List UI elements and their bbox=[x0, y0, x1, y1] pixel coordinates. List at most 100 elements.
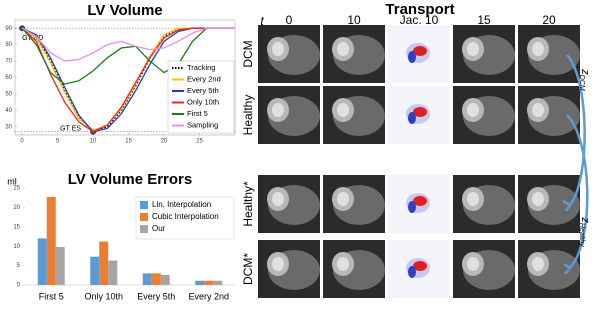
jacobian-blob bbox=[413, 107, 427, 117]
arrow-label-sub: Healthy bbox=[578, 223, 585, 247]
jacobian-blob bbox=[408, 266, 416, 278]
image-tissue bbox=[272, 257, 284, 271]
y-tick-label: 80 bbox=[5, 42, 12, 48]
annotation: GT ES bbox=[60, 126, 81, 133]
image-tissue bbox=[532, 192, 544, 206]
jacobian-blob bbox=[408, 201, 416, 213]
row-label: DCM* bbox=[241, 253, 255, 285]
legend-label: Cubic Interpolation bbox=[152, 212, 219, 221]
x-tick-label: Every 2nd bbox=[188, 291, 229, 301]
y-tick-label: 5 bbox=[17, 263, 21, 269]
image-tissue bbox=[337, 257, 349, 271]
y-tick-label: 25 bbox=[13, 186, 20, 192]
column-label: 20 bbox=[542, 13, 556, 27]
y-tick-label: 10 bbox=[13, 244, 20, 250]
y-tick-label: 0 bbox=[17, 283, 21, 289]
bar bbox=[55, 246, 65, 285]
legend-label: Lin. Interpolation bbox=[152, 200, 211, 209]
bar-title: LV Volume Errors bbox=[68, 171, 192, 188]
x-tick-label: First 5 bbox=[39, 291, 64, 301]
image-tissue bbox=[467, 42, 479, 56]
row-label: Healthy* bbox=[241, 181, 255, 227]
bar bbox=[142, 273, 152, 285]
legend-label: Sampling bbox=[187, 120, 218, 129]
legend-label: Every 5th bbox=[187, 86, 219, 95]
y-tick-label: 40 bbox=[5, 108, 12, 114]
jacobian-blob bbox=[413, 46, 427, 56]
image-tissue bbox=[467, 257, 479, 271]
bar bbox=[46, 196, 56, 285]
image-tissue bbox=[532, 257, 544, 271]
bar bbox=[37, 238, 47, 285]
x-tick-label: 15 bbox=[125, 139, 132, 145]
image-tissue bbox=[467, 192, 479, 206]
series-line bbox=[21, 27, 235, 62]
legend-label: Our bbox=[152, 224, 166, 233]
jacobian-blob bbox=[413, 196, 427, 206]
legend-label: Only 10th bbox=[187, 97, 219, 106]
arrow-label-main: z bbox=[579, 216, 591, 223]
bar bbox=[195, 280, 205, 285]
x-tick-label: 20 bbox=[161, 139, 168, 145]
arrow bbox=[566, 114, 589, 269]
y-tick-label: 70 bbox=[5, 59, 12, 65]
bar bbox=[213, 280, 223, 285]
column-label: 0 bbox=[286, 13, 293, 27]
image-grid: 0 10 Jac. 10 15 20 DCM Healthy Healthy* DCM* bbox=[241, 13, 580, 298]
y-tick-label: 15 bbox=[13, 224, 20, 230]
image-tissue bbox=[337, 42, 349, 56]
x-tick-label: 25 bbox=[196, 139, 203, 145]
x-tick-label: 0 bbox=[20, 139, 24, 145]
x-tick-label: Only 10th bbox=[84, 291, 123, 301]
series-line bbox=[21, 27, 235, 85]
bar bbox=[90, 256, 100, 285]
legend-swatch bbox=[140, 225, 148, 233]
image-tissue bbox=[272, 103, 284, 117]
y-tick-label: 60 bbox=[5, 75, 12, 81]
row-label: Healthy bbox=[241, 95, 255, 136]
image-tissue bbox=[272, 42, 284, 56]
column-label: 15 bbox=[477, 13, 491, 27]
y-tick-label: 20 bbox=[13, 205, 20, 211]
bar bbox=[204, 280, 214, 285]
bar bbox=[108, 260, 118, 285]
legend-label: Tracking bbox=[187, 63, 215, 72]
bar bbox=[99, 241, 109, 285]
image-tissue bbox=[337, 103, 349, 117]
arrow-label-sub: DCM bbox=[578, 75, 585, 91]
row-label: DCM bbox=[241, 40, 255, 67]
y-label: ml bbox=[7, 176, 17, 186]
legend-swatch bbox=[140, 213, 148, 221]
column-label: 10 bbox=[347, 13, 361, 27]
image-tissue bbox=[337, 192, 349, 206]
y-tick-label: 50 bbox=[5, 92, 12, 98]
legend-box bbox=[167, 60, 235, 134]
line-title: LV Volume bbox=[87, 2, 162, 19]
bar bbox=[160, 274, 170, 285]
arrow bbox=[566, 54, 586, 206]
arrow-label: zDCM bbox=[578, 68, 591, 91]
arrowhead bbox=[562, 199, 572, 275]
column-label: Jac. 10 bbox=[400, 13, 439, 27]
jacobian-blob bbox=[413, 261, 427, 271]
arrow-label: zHealthy bbox=[578, 216, 591, 247]
jacobian-blob bbox=[408, 112, 416, 124]
image-tissue bbox=[532, 103, 544, 117]
legend-label: First 5 bbox=[187, 109, 208, 118]
image-tissue bbox=[467, 103, 479, 117]
legend-box bbox=[135, 196, 235, 240]
legend-swatch bbox=[140, 201, 148, 209]
x-tick-label: 10 bbox=[90, 139, 97, 145]
image-tissue bbox=[532, 42, 544, 56]
legend-label: Every 2nd bbox=[187, 74, 221, 83]
bar bbox=[151, 273, 161, 285]
arrow-label-main: z bbox=[579, 68, 591, 75]
transport-title: Transport bbox=[385, 1, 454, 18]
x-tick-label: 5 bbox=[56, 139, 60, 145]
arrows bbox=[562, 54, 589, 275]
image-tissue bbox=[272, 192, 284, 206]
series-line bbox=[21, 27, 235, 133]
y-tick-label: 30 bbox=[5, 124, 12, 130]
corner-label: t bbox=[260, 14, 264, 28]
